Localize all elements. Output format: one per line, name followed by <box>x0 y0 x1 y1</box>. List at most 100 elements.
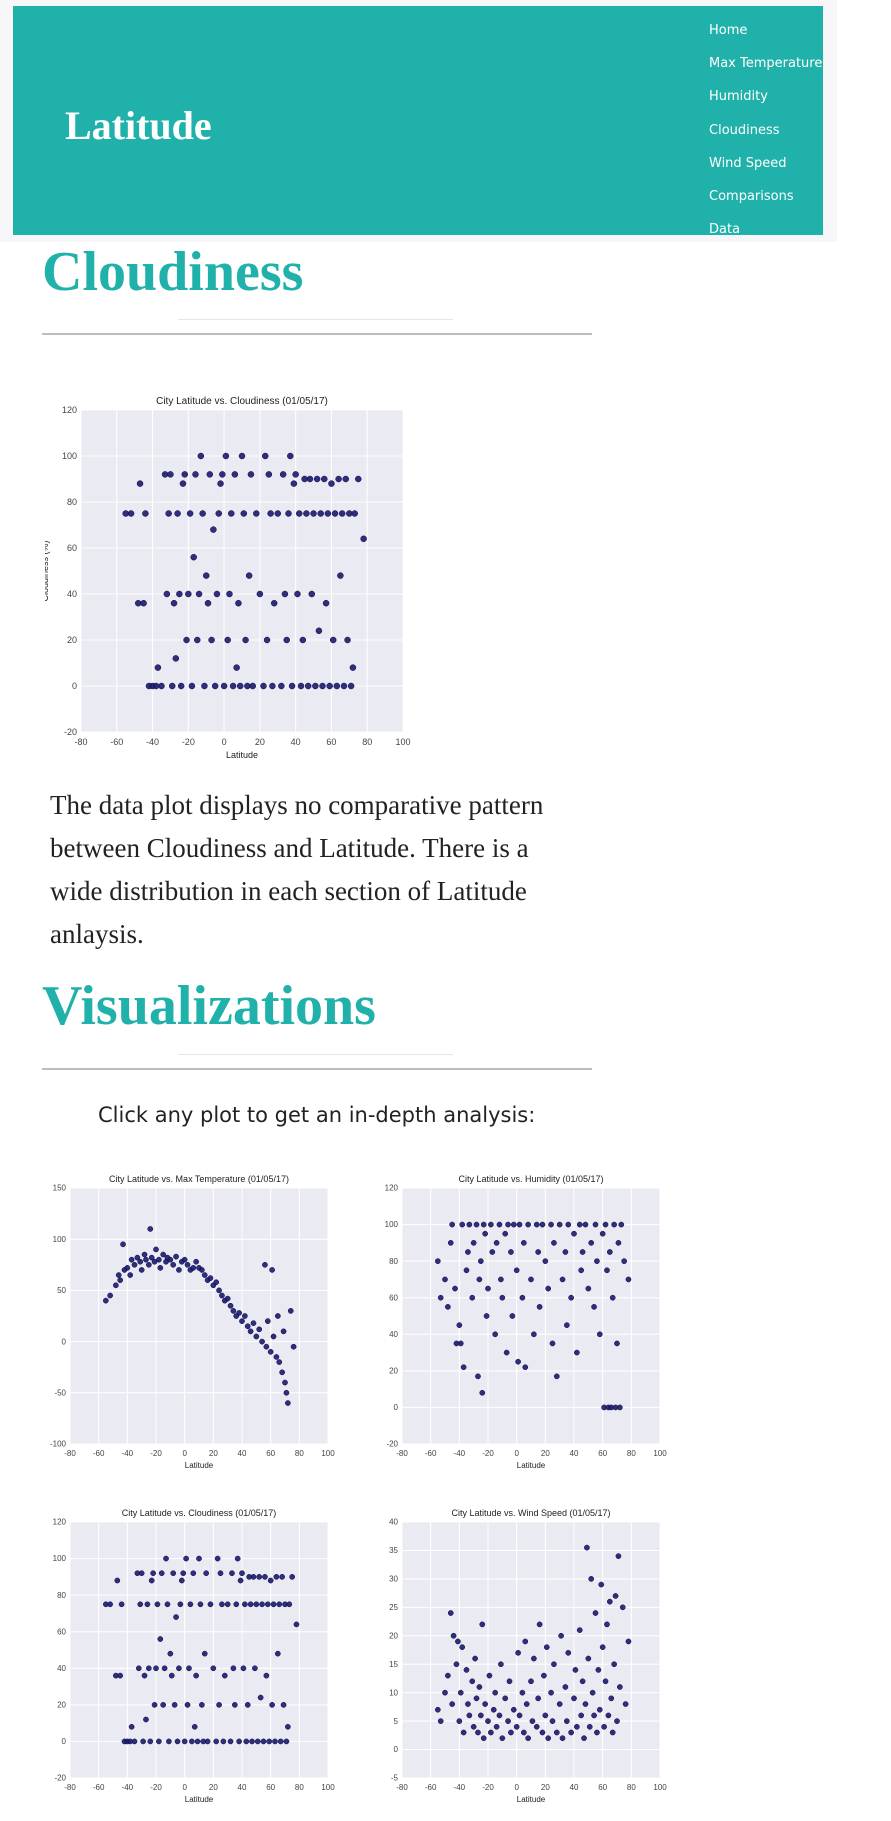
nav-link-wind-speed[interactable]: Wind Speed <box>709 155 787 171</box>
wind-speed-y-tick-label: -5 <box>391 1774 399 1783</box>
cloudiness-main-data-point <box>253 510 260 517</box>
wind-speed-data-point <box>469 1678 476 1685</box>
chart-cloudiness-main: -80 -60 -40 -20 0 20 40 60 80 100 -20 0 20 40 60 80 100 1… <box>45 392 415 770</box>
wind-speed-data-point <box>528 1678 534 1685</box>
nav-menu: Home Max Temperature Humidity Cloudiness… <box>709 14 822 246</box>
cloudiness-small-data-point <box>173 1614 179 1620</box>
humidity-data-point <box>492 1331 499 1338</box>
max-temperature-x-tick-label: 0 <box>182 1449 187 1458</box>
cloudiness-small-data-point <box>229 1570 235 1577</box>
wind-speed-data-point <box>453 1661 460 1668</box>
title-divider <box>42 333 592 335</box>
humidity-data-point <box>505 1221 511 1228</box>
max-temperature-data-point <box>230 1308 237 1314</box>
cloudiness-small-data-point <box>256 1574 263 1580</box>
click-prompt: Click any plot to get an in-depth analys… <box>98 1103 536 1127</box>
wind-speed-data-point <box>543 1644 550 1651</box>
wind-speed-data-point <box>457 1689 464 1696</box>
max-temperature-data-point <box>270 1333 277 1340</box>
wind-speed-data-point <box>548 1689 554 1696</box>
cloudiness-small-data-point <box>186 1665 192 1672</box>
chart-humidity[interactable]: -80 -60 -40 -20 0 20 40 60 80 100 -20 0 20 40 60 80 100 1… <box>372 1172 672 1477</box>
nav-link-comparisons[interactable]: Comparisons <box>709 188 794 204</box>
humidity-data-point <box>508 1249 514 1255</box>
cloudiness-small-scatter-plot: -80 -60 -40 -20 0 20 40 60 80 100 -20 0 20 40 60 80 100 1… <box>53 1508 336 1804</box>
wind-speed-data-point <box>619 1604 626 1611</box>
humidity-data-point <box>470 1240 477 1246</box>
chart-wind-speed[interactable]: -80 -60 -40 -20 0 20 40 60 80 100 -5 0 5 10 15 20 25 30 35… <box>372 1506 672 1811</box>
wind-speed-data-point <box>535 1695 542 1702</box>
humidity-y-tick-label: 40 <box>389 1330 398 1339</box>
nav-item-comparisons: Comparisons <box>709 180 822 213</box>
wind-speed-data-point <box>479 1621 486 1628</box>
max-temperature-data-point <box>283 1389 290 1396</box>
max-temperature-x-tick-label: -20 <box>150 1449 162 1458</box>
cloudiness-small-data-point <box>153 1665 159 1672</box>
wind-speed-y-tick-label: 35 <box>389 1546 398 1555</box>
max-temperature-x-tick-label: 20 <box>209 1449 218 1458</box>
cloudiness-small-data-point <box>239 1570 245 1577</box>
nav-link-home[interactable]: Home <box>709 23 748 38</box>
cloudiness-small-data-point <box>276 1601 283 1608</box>
max-temperature-data-point <box>131 1261 138 1268</box>
humidity-plot-area <box>402 1188 660 1444</box>
wind-speed-data-point <box>490 1706 497 1713</box>
nav-link-data[interactable]: Data <box>709 222 741 238</box>
humidity-x-tick-label: 100 <box>653 1449 667 1458</box>
cloudiness-small-data-point <box>140 1738 146 1745</box>
wind-speed-data-point <box>508 1729 514 1736</box>
wind-speed-data-point <box>541 1672 547 1679</box>
humidity-data-point <box>625 1276 632 1283</box>
wind-speed-x-tick-label: 40 <box>570 1783 579 1792</box>
max-temperature-data-point <box>247 1328 254 1335</box>
max-temperature-data-point <box>259 1338 265 1345</box>
wind-speed-data-point <box>542 1712 549 1719</box>
wind-speed-data-point <box>506 1678 513 1685</box>
max-temperature-data-point <box>173 1253 179 1260</box>
wind-speed-x-axis-label: Latitude <box>517 1795 546 1804</box>
humidity-data-point <box>466 1221 473 1228</box>
cloudiness-main-data-point <box>168 682 176 690</box>
nav-link-humidity[interactable]: Humidity <box>709 89 768 105</box>
brand-link[interactable]: Latitude <box>65 103 212 148</box>
wind-speed-data-point <box>449 1701 456 1707</box>
humidity-data-point <box>548 1221 554 1228</box>
cloudiness-small-x-tick-label: -80 <box>64 1783 76 1792</box>
chart-max-temperature[interactable]: -80 -60 -40 -20 0 20 40 60 80 100 -100 -50 0 50 100 150… <box>40 1172 340 1477</box>
cloudiness-small-data-point <box>118 1601 125 1608</box>
wind-speed-data-point <box>450 1632 457 1639</box>
cloudiness-main-data-point <box>328 480 335 487</box>
nav-item-wind-speed: Wind Speed <box>709 147 822 180</box>
nav-item-max-temperature: Max Temperature <box>709 47 822 80</box>
wind-speed-x-tick-label: -20 <box>482 1783 494 1792</box>
max-temperature-data-point <box>137 1258 144 1265</box>
humidity-data-point <box>452 1285 458 1292</box>
humidity-data-point <box>528 1276 534 1283</box>
cloudiness-small-data-point <box>183 1555 189 1562</box>
cloudiness-small-data-point <box>262 1574 268 1580</box>
cloudiness-main-data-point <box>217 480 224 487</box>
humidity-data-point <box>571 1230 577 1237</box>
cloudiness-small-data-point <box>259 1601 265 1608</box>
cloudiness-small-data-point <box>201 1650 208 1657</box>
cloudiness-main-data-point <box>215 510 222 517</box>
cloudiness-main-plot-area <box>81 410 403 732</box>
nav-link-cloudiness[interactable]: Cloudiness <box>709 122 780 138</box>
humidity-data-point <box>579 1249 586 1255</box>
wind-speed-data-point <box>463 1667 470 1673</box>
max-temperature-data-point <box>156 1256 162 1263</box>
cloudiness-main-data-point <box>294 590 301 598</box>
wind-speed-data-point <box>611 1661 617 1668</box>
wind-speed-data-point <box>625 1638 632 1645</box>
wind-speed-y-tick-label: 5 <box>394 1717 399 1726</box>
cloudiness-main-data-point <box>285 510 292 517</box>
cloudiness-small-data-point <box>224 1601 231 1608</box>
nav-link-max-temperature[interactable]: Max Temperature <box>709 56 823 72</box>
humidity-data-point <box>510 1221 517 1228</box>
cloudiness-small-data-point <box>207 1601 214 1608</box>
cloudiness-small-y-tick-label: 0 <box>62 1737 67 1746</box>
humidity-data-point <box>473 1221 480 1228</box>
chart-cloudiness[interactable]: -80 -60 -40 -20 0 20 40 60 80 100 -20 0 20 40 60 80 100 1… <box>40 1506 340 1811</box>
wind-speed-data-point <box>442 1689 448 1696</box>
humidity-data-point <box>594 1258 600 1264</box>
